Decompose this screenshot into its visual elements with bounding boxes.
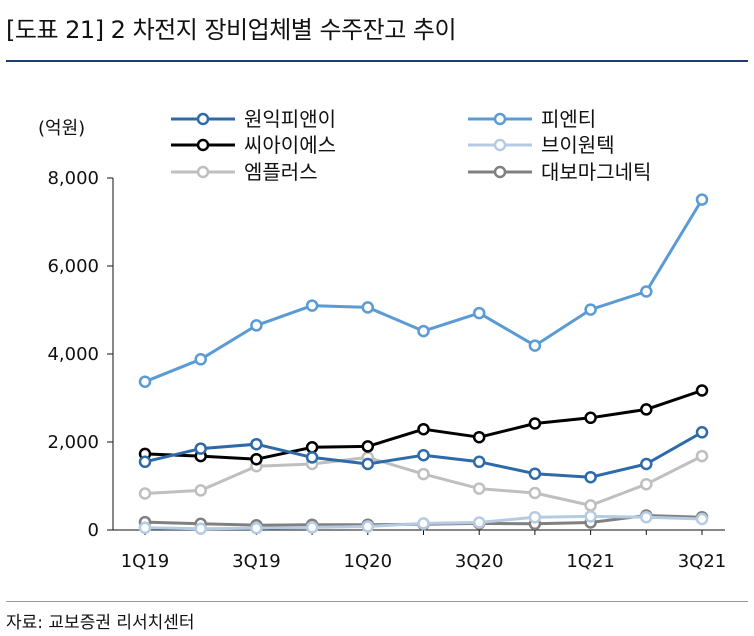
data-point — [250, 437, 263, 451]
data-point — [640, 510, 653, 524]
data-point — [528, 486, 542, 500]
series-3 — [138, 384, 709, 466]
data-point — [584, 499, 597, 512]
legend-swatch-marker — [493, 165, 507, 179]
legend-label: 원익피앤이 — [244, 107, 336, 131]
legend-item: 씨아이에스 — [171, 133, 336, 157]
series-line — [144, 454, 703, 507]
legend-label: 엠플러스 — [244, 160, 318, 184]
source-note: 자료: 교보증권 리서치센터 — [6, 613, 195, 633]
legend-item: 엠플러스 — [171, 160, 318, 184]
title-divider — [6, 60, 748, 62]
data-point — [361, 457, 375, 471]
data-point — [584, 411, 597, 425]
data-point — [695, 449, 709, 463]
data-point — [528, 339, 542, 352]
chart-series — [138, 193, 709, 535]
legend-swatch-marker — [196, 165, 210, 179]
data-point — [417, 422, 430, 436]
data-point — [640, 285, 653, 298]
data-point — [250, 452, 263, 466]
x-tick-label: 1Q21 — [566, 551, 615, 572]
data-point — [584, 510, 597, 523]
x-tick-label: 1Q19 — [121, 551, 170, 572]
legend-label: 피엔티 — [541, 107, 596, 131]
data-point — [250, 521, 263, 535]
legend-label: 씨아이에스 — [244, 133, 336, 157]
data-point — [305, 451, 319, 464]
data-point — [640, 477, 653, 491]
data-point — [138, 487, 152, 500]
legend-swatch-marker — [493, 112, 507, 126]
data-point — [640, 403, 653, 416]
data-point — [194, 442, 207, 455]
data-point — [305, 441, 319, 454]
data-point — [417, 448, 430, 462]
data-point — [472, 516, 486, 529]
series-line — [144, 198, 704, 384]
legend-item: 피엔티 — [468, 107, 596, 131]
data-point — [138, 375, 152, 388]
data-point — [250, 319, 263, 332]
line-chart: (억원) 0 2,000 4,000 6,000 8,000 1Q19 3Q19 1Q20 3Q… — [38, 107, 726, 572]
data-point — [361, 440, 375, 453]
data-point — [417, 467, 430, 481]
x-tick-label: 3Q21 — [678, 551, 727, 572]
data-point — [472, 306, 486, 320]
chart-title: [도표 21] 2 차전지 장비업체별 수주잔고 추이 — [6, 16, 457, 44]
data-point — [528, 510, 542, 524]
data-point — [695, 193, 709, 206]
y-axis-label: (억원) — [38, 118, 85, 139]
data-point — [305, 521, 319, 534]
data-point — [138, 521, 152, 535]
y-tick-label: 8,000 — [47, 168, 99, 189]
data-point — [584, 470, 597, 484]
data-point — [138, 455, 152, 469]
data-point — [194, 484, 207, 497]
data-point — [361, 301, 375, 314]
data-point — [472, 430, 486, 444]
y-tick-label: 0 — [88, 520, 99, 541]
x-tick-label: 1Q20 — [344, 551, 393, 572]
data-point — [695, 384, 709, 397]
data-point — [361, 520, 375, 533]
data-point — [528, 467, 542, 480]
legend-swatch-marker — [196, 138, 210, 152]
footer-divider — [6, 601, 748, 602]
data-point — [417, 517, 430, 530]
data-point — [305, 299, 319, 312]
x-tick-label: 3Q19 — [232, 551, 281, 572]
series-5 — [138, 449, 709, 512]
data-point — [528, 417, 542, 430]
series-4 — [138, 510, 709, 535]
data-point — [695, 426, 709, 439]
data-point — [194, 353, 207, 366]
data-point — [472, 482, 486, 495]
legend-swatch-marker — [196, 112, 210, 126]
data-point — [584, 303, 597, 316]
legend-item: 원익피앤이 — [171, 107, 336, 131]
y-tick-label: 2,000 — [47, 432, 99, 453]
legend-item: 브이원텍 — [468, 133, 615, 157]
data-point — [640, 457, 653, 471]
y-tick-label: 6,000 — [47, 256, 99, 277]
data-point — [417, 324, 430, 338]
series-1 — [138, 426, 709, 484]
legend-label: 대보마그네틱 — [541, 160, 651, 184]
legend-item: 대보마그네틱 — [468, 160, 651, 184]
data-point — [194, 522, 207, 535]
data-point — [472, 455, 486, 469]
y-tick-label: 4,000 — [47, 344, 99, 365]
legend-swatch-marker — [493, 138, 507, 152]
data-point — [695, 512, 709, 526]
legend-label: 브이원텍 — [541, 133, 615, 157]
series-2 — [138, 193, 709, 388]
chart-axes: 0 2,000 4,000 6,000 8,000 1Q19 3Q19 1Q20 3Q20 1Q2… — [47, 168, 726, 572]
x-tick-label: 3Q20 — [455, 551, 504, 572]
